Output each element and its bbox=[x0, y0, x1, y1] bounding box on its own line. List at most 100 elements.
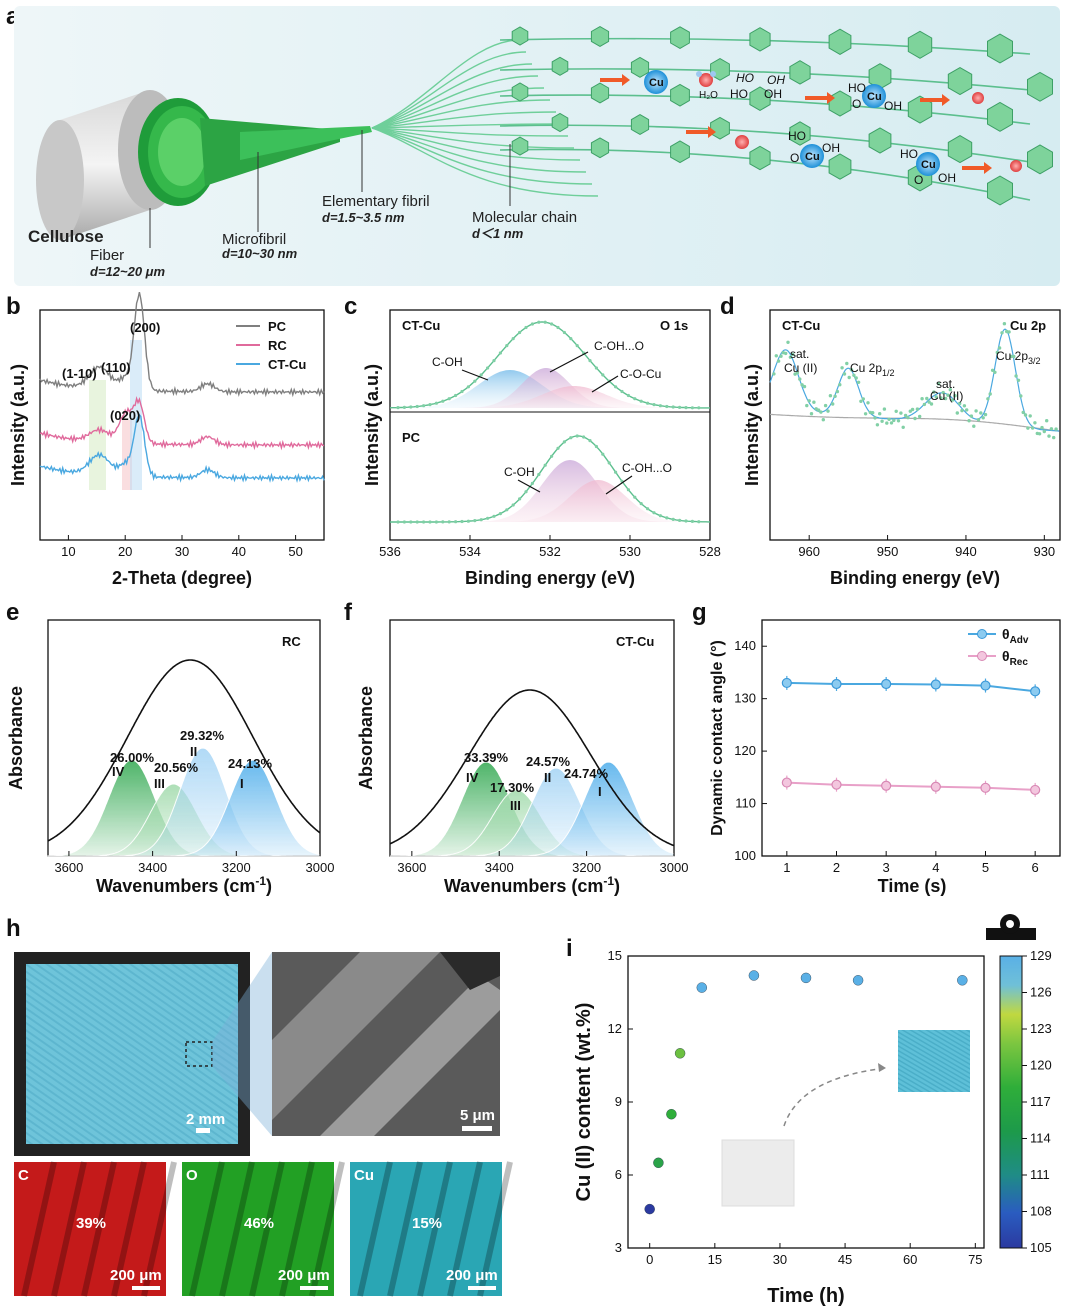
eds-fiber-shadow bbox=[357, 1161, 393, 1297]
d-point bbox=[986, 397, 990, 401]
fibril-strand bbox=[371, 111, 557, 129]
c-bottom-envelope-point bbox=[422, 520, 426, 524]
scale-label-sem: 5 μm bbox=[460, 1107, 495, 1124]
c-top-envelope-point bbox=[441, 399, 445, 403]
c-top-envelope-point bbox=[454, 393, 458, 398]
c-bottom-envelope-point bbox=[505, 508, 509, 512]
c-top-envelope-point bbox=[543, 320, 547, 324]
c-top-envelope-point bbox=[614, 385, 618, 389]
panel-b-xlabel: 2-Theta (degree) bbox=[112, 568, 252, 588]
cu-ion-3: Cu bbox=[800, 144, 824, 168]
d-point bbox=[802, 384, 807, 389]
fPlot-xtick-label: 3600 bbox=[397, 860, 426, 875]
d-point bbox=[960, 408, 964, 413]
cellulose-label: Cellulose bbox=[28, 227, 104, 246]
g-line-adv bbox=[786, 681, 1036, 693]
c-bottom-peak-coh-area bbox=[390, 460, 710, 522]
ePlot-pct-III: 20.56% bbox=[154, 760, 199, 775]
g-ytick-label: 130 bbox=[734, 691, 756, 706]
eds-scale-bar bbox=[468, 1286, 496, 1290]
panel-e-label: e bbox=[6, 599, 19, 626]
i-point bbox=[852, 975, 864, 986]
glucose-ring bbox=[1027, 144, 1053, 175]
eds-fiber-shadow bbox=[189, 1161, 225, 1297]
svg-text:OH: OH bbox=[938, 171, 956, 185]
d-fit bbox=[769, 328, 1060, 432]
d-point bbox=[784, 351, 788, 356]
d-point bbox=[882, 407, 887, 411]
c-bottom-envelope-point bbox=[556, 446, 560, 450]
i-point bbox=[800, 972, 812, 984]
eds-fiber-shadow bbox=[279, 1161, 315, 1297]
glucose-ring bbox=[511, 26, 529, 46]
panel-d-label: d bbox=[720, 293, 735, 320]
d-point bbox=[948, 388, 952, 392]
legend-rec-marker bbox=[977, 651, 987, 661]
sem-fiber-1 bbox=[272, 952, 440, 1120]
eds-fiber-shadow bbox=[387, 1161, 423, 1297]
d-point bbox=[835, 389, 840, 394]
g-ytick-label: 110 bbox=[735, 796, 756, 811]
c-bottom-envelope-point bbox=[537, 472, 541, 477]
d-point bbox=[993, 370, 997, 374]
svg-text:OH: OH bbox=[767, 73, 785, 87]
elementary-fibril-label: Elementary fibril bbox=[322, 193, 430, 210]
c-top-envelope-point bbox=[524, 325, 528, 330]
eds-fiber-shadow bbox=[249, 1161, 285, 1297]
ePlot-label-III: III bbox=[154, 776, 165, 791]
d-point bbox=[863, 412, 868, 416]
glucose-ring bbox=[670, 26, 690, 49]
c-top-envelope-point bbox=[434, 401, 438, 405]
eds-scale-cu: 200 μm bbox=[446, 1267, 498, 1284]
hydroxyl-groups: HO OH HO OH HO OH HO OH HO OH O O O bbox=[730, 71, 956, 187]
fiber-label: Fiber bbox=[90, 247, 124, 264]
d-point bbox=[906, 415, 910, 420]
c-bottom-envelope-point bbox=[671, 517, 675, 522]
d-xtick-label: 930 bbox=[1033, 544, 1055, 559]
d-point bbox=[795, 371, 800, 375]
glucose-ring bbox=[987, 101, 1013, 132]
c-bottom-peak-coh: C-OH bbox=[504, 465, 535, 479]
c-top-envelope-point bbox=[556, 325, 560, 330]
panel-f-xlabel: Wavenumbers (cm-1) bbox=[444, 874, 620, 896]
panel-h-label: h bbox=[6, 915, 21, 942]
cellulose-fiber-cylinder bbox=[36, 90, 372, 240]
c-top-region: O 1s bbox=[660, 318, 688, 333]
c-bottom-envelope-point bbox=[479, 518, 483, 522]
c-bottom-envelope-point bbox=[518, 497, 522, 501]
panel-g-legend: θAdv θRec bbox=[968, 626, 1029, 668]
d-point bbox=[1012, 354, 1016, 359]
eds-fiber-shadow bbox=[417, 1161, 453, 1297]
xrd-line-pc bbox=[39, 291, 325, 398]
svg-text:HO: HO bbox=[730, 87, 748, 101]
ePlot-label-II: II bbox=[190, 744, 197, 759]
glucose-ring bbox=[749, 86, 771, 111]
eds-fiber-shadow bbox=[21, 1161, 57, 1297]
g-xtick-label: 4 bbox=[932, 860, 939, 875]
leader-lines bbox=[149, 130, 511, 248]
panel-b-highlight-020 bbox=[122, 420, 132, 490]
panel-g-label: g bbox=[692, 599, 707, 626]
c-bottom-envelope-point bbox=[466, 519, 470, 523]
ePlot-xtick-label: 3200 bbox=[222, 860, 251, 875]
d-point bbox=[1033, 421, 1037, 425]
legend-adv-marker bbox=[977, 629, 987, 639]
glucose-ring bbox=[710, 116, 730, 140]
d-point bbox=[979, 411, 983, 415]
c-top-envelope-point bbox=[639, 399, 643, 403]
panel-c: c 536 534 532 530 528 CT-Cu O 1s PC C-OH C-O… bbox=[344, 293, 721, 588]
d-point bbox=[1026, 426, 1030, 430]
d-point bbox=[903, 413, 908, 418]
d-point bbox=[997, 346, 1002, 350]
c-bottom-envelope-point bbox=[530, 481, 535, 485]
c-bottom-envelope-point bbox=[460, 519, 464, 524]
d-point bbox=[1049, 427, 1054, 431]
panel-i-frame bbox=[627, 955, 985, 1249]
i-point bbox=[748, 970, 760, 981]
b-xtick-label: 30 bbox=[175, 544, 189, 559]
molecular-chain-label: Molecular chain bbox=[472, 209, 577, 226]
eds-percent-o: 46% bbox=[244, 1215, 274, 1232]
glucose-ring bbox=[749, 145, 771, 171]
i-xtick-label: 0 bbox=[646, 1252, 653, 1267]
panel-i-xlabel: Time (h) bbox=[767, 1285, 844, 1307]
